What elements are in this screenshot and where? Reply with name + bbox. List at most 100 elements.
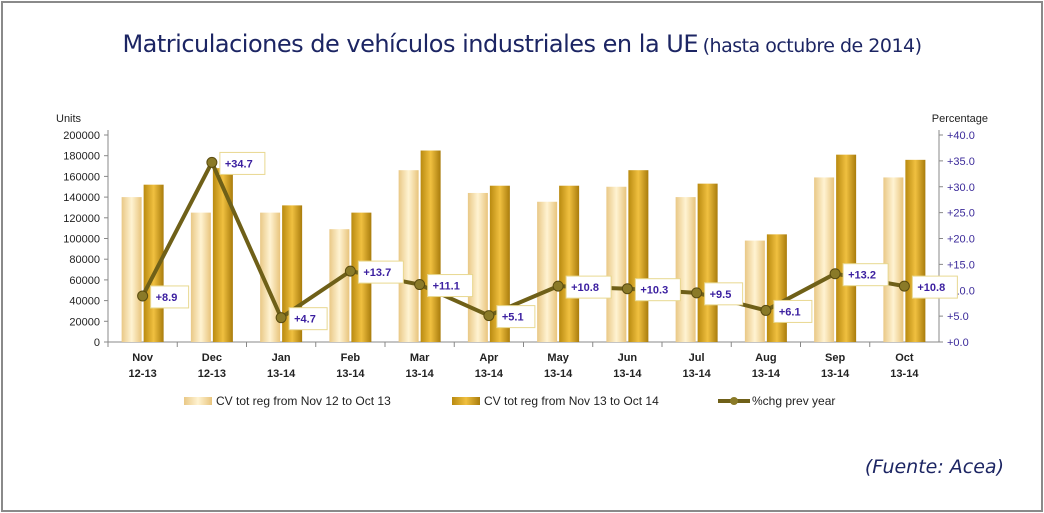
data-label: +10.8 (917, 282, 945, 294)
line-point (137, 290, 149, 302)
data-label: +10.8 (571, 282, 599, 294)
y-tick-label: 140000 (63, 192, 100, 204)
x-tick-label-period: 13-14 (544, 368, 573, 380)
bar-series2 (628, 170, 649, 342)
line-point (760, 304, 772, 316)
data-label: +9.5 (710, 289, 732, 301)
bar-series2 (836, 154, 857, 342)
data-label-box (634, 278, 681, 302)
data-label: +13.7 (363, 267, 391, 279)
y2-tick-label: +5.0 (947, 311, 969, 323)
y-tick-label: 80000 (69, 254, 100, 266)
bar-series2 (697, 183, 718, 342)
legend-swatch-series1 (184, 397, 212, 405)
legend-label-series1: CV tot reg from Nov 12 to Oct 13 (216, 394, 391, 408)
bar-series2 (212, 168, 233, 342)
data-label-box (773, 299, 813, 323)
x-tick-label-period: 12-13 (129, 368, 157, 380)
bar-series1 (606, 186, 627, 342)
data-label: +6.1 (779, 306, 801, 318)
bar-series2 (420, 150, 441, 342)
x-tick-label: Apr (479, 352, 499, 364)
data-label-box (842, 263, 889, 287)
y-tick-label: 20000 (69, 316, 100, 328)
y2-axis-label: Percentage (932, 113, 988, 125)
y2-tick-label: +30.0 (947, 182, 975, 194)
x-tick-label: May (547, 352, 569, 364)
y2-tick-label: +0.0 (947, 337, 969, 349)
legend-label-series2: CV tot reg from Nov 13 to Oct 14 (484, 394, 659, 408)
data-label: +10.3 (640, 285, 668, 297)
bar-series2 (559, 185, 580, 342)
x-tick-label-period: 13-14 (336, 368, 365, 380)
y-tick-label: 40000 (69, 296, 100, 308)
title-sub: (hasta octubre de 2014) (702, 35, 922, 57)
data-label-box (357, 260, 404, 284)
x-tick-label: Jan (272, 352, 291, 364)
x-tick-label-period: 13-14 (613, 368, 642, 380)
line-point (829, 268, 841, 280)
title-main: Matriculaciones de vehículos industriale… (122, 30, 699, 58)
y-tick-label: 100000 (63, 234, 100, 246)
data-label: +34.7 (225, 158, 253, 170)
bar-series1 (190, 212, 211, 342)
data-label-box (704, 282, 744, 306)
y-tick-label: 200000 (63, 130, 100, 142)
line-point (414, 279, 426, 291)
data-label: +13.2 (848, 270, 876, 282)
x-tick-label-period: 13-14 (267, 368, 296, 380)
data-label: +11.1 (433, 281, 460, 293)
y-tick-label: 180000 (63, 151, 100, 163)
line-point (483, 310, 495, 322)
data-label-box (496, 305, 536, 329)
x-tick-label: Oct (895, 352, 914, 364)
y-tick-label: 60000 (69, 275, 100, 287)
data-label-box (219, 151, 266, 175)
bar-series1 (744, 240, 765, 342)
x-tick-label-period: 13-14 (752, 368, 781, 380)
line-point (691, 287, 703, 299)
legend-swatch-point (730, 397, 738, 405)
y2-tick-label: +35.0 (947, 156, 975, 168)
line-point (275, 312, 287, 324)
x-tick-label: Jun (618, 352, 638, 364)
bar-series1 (675, 197, 696, 342)
data-label-box (288, 307, 328, 331)
line-point (344, 265, 356, 277)
data-label-box (911, 275, 958, 299)
x-tick-label: Nov (132, 352, 154, 364)
bar-series2 (905, 159, 926, 342)
line-point (206, 156, 218, 168)
x-tick-label: Dec (202, 352, 222, 364)
x-tick-label: Feb (341, 352, 361, 364)
source-note: (Fuente: Acea) (864, 456, 1004, 478)
x-tick-label: Aug (755, 352, 776, 364)
x-tick-label-period: 13-14 (475, 368, 504, 380)
line-point (621, 283, 633, 295)
data-label: +5.1 (502, 312, 524, 324)
bar-series1 (814, 177, 835, 342)
x-tick-label-period: 13-14 (890, 368, 919, 380)
y-tick-label: 120000 (63, 213, 100, 225)
line-point (552, 280, 564, 292)
bar-series1 (260, 212, 281, 342)
data-label-box (427, 274, 474, 298)
chart-title: Matriculaciones de vehículos industriale… (0, 30, 1044, 58)
x-tick-label: Sep (825, 352, 845, 364)
x-tick-label: Jul (689, 352, 705, 364)
y-axis-label: Units (56, 113, 82, 125)
y2-tick-label: +40.0 (947, 130, 975, 142)
y-tick-label: 160000 (63, 171, 100, 183)
x-tick-label: Mar (410, 352, 430, 364)
y2-tick-label: +25.0 (947, 208, 975, 220)
bar-series2 (766, 234, 787, 342)
x-tick-label-period: 13-14 (406, 368, 435, 380)
bar-series1 (329, 229, 350, 342)
x-tick-label-period: 12-13 (198, 368, 226, 380)
legend-swatch-series2 (452, 397, 480, 405)
x-tick-label-period: 13-14 (821, 368, 850, 380)
bar-series1 (398, 170, 419, 342)
legend-label-line: %chg prev year (752, 394, 835, 408)
